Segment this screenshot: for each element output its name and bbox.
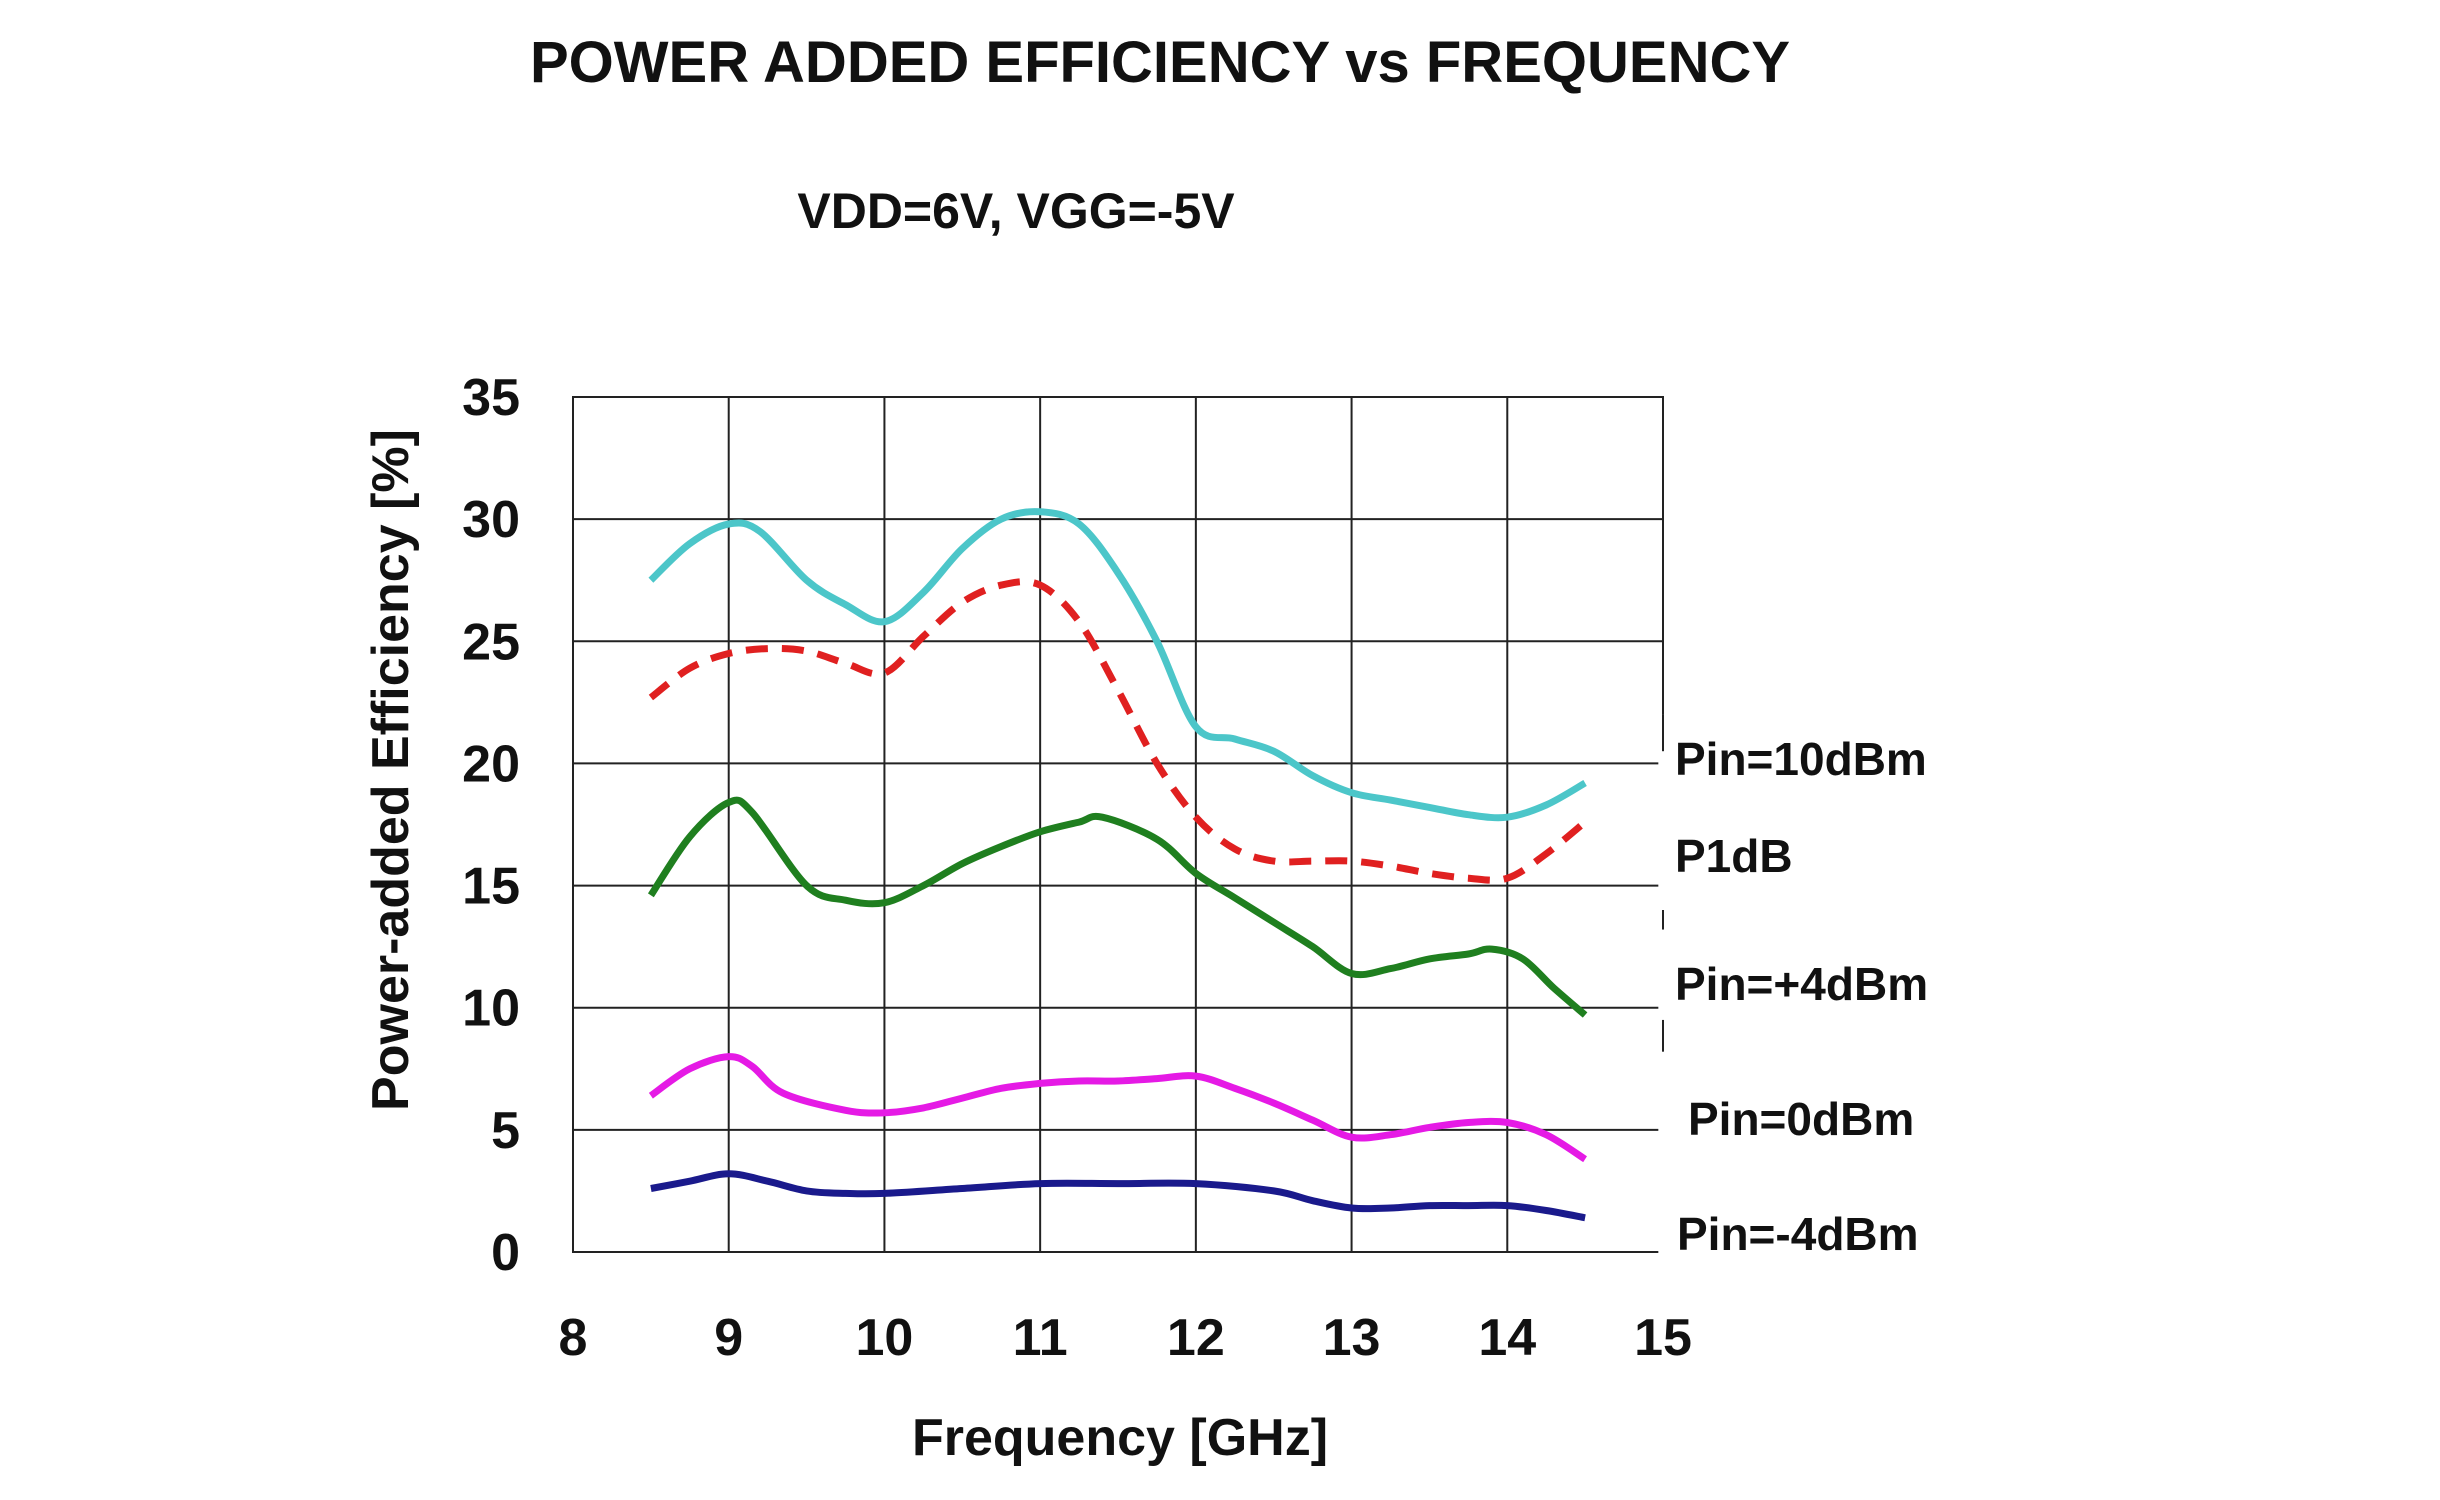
grid <box>573 397 1663 1252</box>
y-tick-label: 10 <box>462 980 520 1038</box>
chart-title: POWER ADDED EFFICIENCY vs FREQUENCY <box>530 30 1790 95</box>
y-tick-label: 15 <box>462 858 520 916</box>
y-tick-label: 25 <box>462 613 520 671</box>
y-tick-label: 5 <box>491 1102 520 1160</box>
x-tick-label: 14 <box>1478 1309 1536 1367</box>
y-tick-label: 35 <box>462 369 520 427</box>
y-tick-label: 30 <box>462 491 520 549</box>
series-line-pin-10dbm <box>648 508 1587 822</box>
series-label: Pin=+4dBm <box>1675 958 1928 1010</box>
series-label: Pin=0dBm <box>1688 1093 1914 1145</box>
x-tick-label: 8 <box>559 1309 588 1367</box>
series-lines <box>647 508 1588 1222</box>
series-line-pin-4dbm <box>650 1170 1586 1222</box>
series-label: P1dB <box>1675 830 1793 882</box>
series-line-pin-4dbm <box>647 796 1588 1018</box>
x-axis-label: Frequency [GHz] <box>912 1409 1328 1467</box>
x-tick-label: 15 <box>1634 1309 1692 1367</box>
chart-subtitle: VDD=6V, VGG=-5V <box>797 183 1235 239</box>
x-axis-ticks: 8 9 10 11 12 13 14 15 <box>559 1309 1692 1367</box>
series-labels: Pin=10dBm P1dB Pin=+4dBm Pin=0dBm Pin=-4dBm <box>1675 733 1928 1260</box>
y-axis-ticks: 0 5 10 15 20 25 30 35 <box>462 369 520 1282</box>
series-label: Pin=-4dBm <box>1677 1208 1919 1260</box>
label-column-mask <box>1658 714 1667 1256</box>
y-tick-label: 0 <box>491 1224 520 1282</box>
x-tick-label: 9 <box>714 1309 743 1367</box>
label-column-masks <box>1658 714 1667 1256</box>
series-label: Pin=10dBm <box>1675 733 1927 785</box>
x-tick-label: 10 <box>856 1309 914 1367</box>
series-line-pin-0dbm <box>648 1053 1588 1163</box>
y-axis-label: Power-added Efficiency [%] <box>362 429 420 1111</box>
x-tick-label: 12 <box>1167 1309 1225 1367</box>
y-tick-label: 20 <box>462 735 520 793</box>
x-tick-label: 11 <box>1013 1309 1068 1367</box>
x-tick-label: 13 <box>1323 1309 1381 1367</box>
